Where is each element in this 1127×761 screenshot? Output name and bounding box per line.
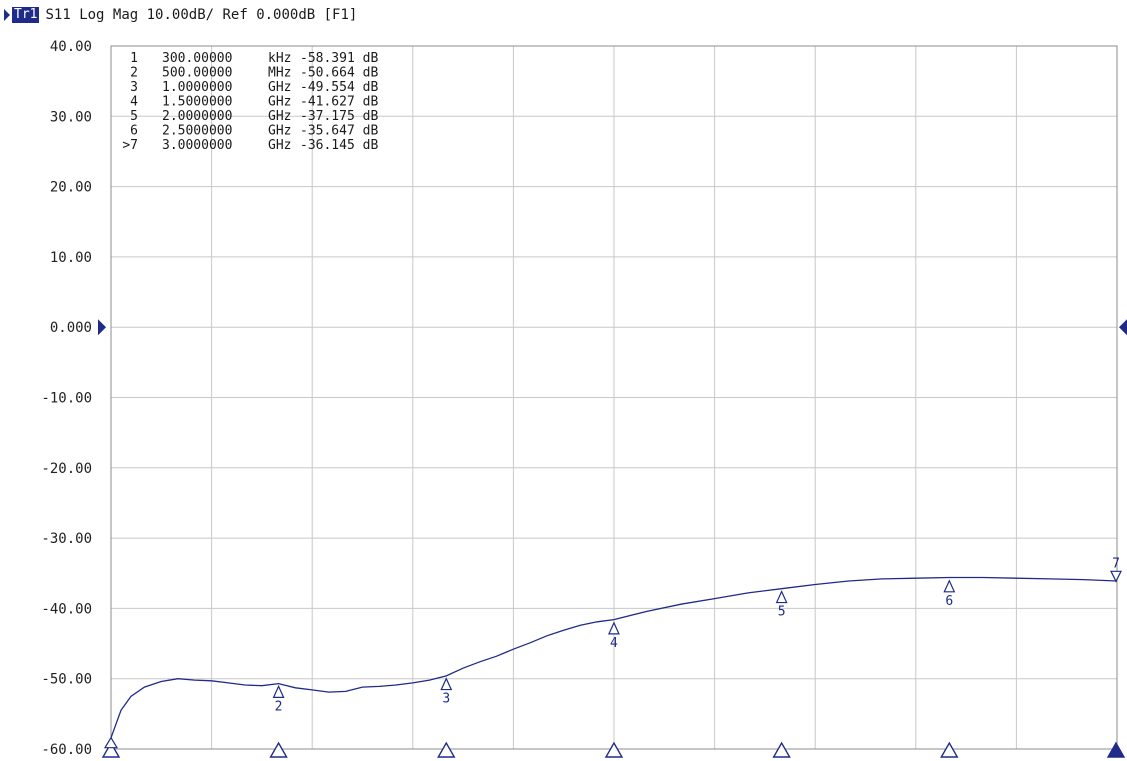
marker-table-unit: GHz bbox=[268, 109, 291, 124]
y-tick-label: -40.00 bbox=[41, 601, 92, 617]
marker-table-index: 3 bbox=[130, 80, 138, 95]
reference-level-arrow-left-icon bbox=[98, 319, 106, 336]
chart-grid bbox=[110, 45, 1118, 750]
marker-table-index: >7 bbox=[122, 138, 138, 153]
marker-table-value: -37.175 dB bbox=[300, 109, 378, 124]
marker-number-label: 5 bbox=[778, 605, 786, 620]
y-axis-tick-labels: 40.00 30.00 20.00 10.00 0.000 -10.00 -20.00 -30… bbox=[41, 39, 92, 758]
reference-level-arrow-right-icon bbox=[1119, 319, 1127, 336]
stimulus-marker-icon bbox=[772, 741, 791, 758]
marker-table-frequency: 300.00000 bbox=[162, 51, 232, 66]
marker-number-label: 6 bbox=[945, 594, 953, 609]
marker-table-value: -36.145 dB bbox=[300, 138, 378, 153]
marker-triangle-icon bbox=[272, 684, 285, 698]
trace-header: Tr1 S11 Log Mag 10.00dB/ Ref 0.000dB [F1… bbox=[4, 4, 357, 26]
y-tick-label: -50.00 bbox=[41, 672, 92, 688]
y-tick-label: 0.000 bbox=[50, 320, 92, 336]
y-tick-label: 20.00 bbox=[50, 180, 92, 196]
marker-table-value: -58.391 dB bbox=[300, 51, 378, 66]
marker-table-unit: GHz bbox=[268, 80, 291, 95]
marker-table-unit: GHz bbox=[268, 138, 291, 153]
stimulus-markers bbox=[101, 741, 1126, 758]
trace-markers: 2 3 4 5 6 7 bbox=[103, 556, 1122, 749]
marker-table-value: -41.627 dB bbox=[300, 95, 378, 110]
marker-table-frequency: 1.0000000 bbox=[162, 80, 232, 95]
marker-triangle-icon bbox=[1110, 570, 1122, 583]
marker-triangle-icon bbox=[440, 677, 453, 691]
marker-table-frequency: 3.0000000 bbox=[162, 138, 232, 153]
stimulus-marker-icon bbox=[269, 741, 288, 758]
s11-trace-line bbox=[110, 576, 1118, 739]
marker-table-frequency: 2.0000000 bbox=[162, 109, 232, 124]
y-tick-label: -20.00 bbox=[41, 461, 92, 477]
active-trace-arrow-icon bbox=[4, 9, 10, 21]
marker-number-label: 7 bbox=[1112, 556, 1120, 571]
marker-table-index: 2 bbox=[130, 66, 138, 81]
reference-arrows bbox=[98, 319, 1127, 336]
marker-table-value: -49.554 dB bbox=[300, 80, 378, 95]
stimulus-marker-icon bbox=[604, 741, 624, 758]
marker-table-index: 6 bbox=[130, 124, 138, 139]
marker-table-frequency: 1.5000000 bbox=[162, 95, 232, 110]
marker-table-unit: kHz bbox=[268, 51, 291, 66]
trace-badge[interactable]: Tr1 bbox=[12, 7, 40, 23]
y-tick-label: -30.00 bbox=[41, 531, 92, 547]
marker-table-frequency: 2.5000000 bbox=[162, 124, 232, 139]
marker-table-index: 5 bbox=[130, 109, 138, 124]
y-tick-label: -60.00 bbox=[41, 742, 92, 758]
marker-table-unit: GHz bbox=[268, 124, 291, 139]
y-tick-label: 40.00 bbox=[50, 39, 92, 55]
y-tick-label: -10.00 bbox=[41, 391, 92, 407]
marker-number-label: 3 bbox=[442, 692, 450, 707]
stimulus-marker-icon bbox=[437, 741, 456, 758]
marker-table: 1 300.00000 kHz -58.391 dB 2 500.00000 MHz -50.… bbox=[122, 51, 378, 153]
marker-table-value: -50.664 dB bbox=[300, 66, 378, 81]
marker-number-label: 2 bbox=[275, 699, 283, 714]
marker-table-index: 1 bbox=[130, 51, 138, 66]
trace-info: S11 Log Mag 10.00dB/ Ref 0.000dB [F1] bbox=[45, 7, 358, 23]
marker-table-frequency: 500.00000 bbox=[162, 66, 232, 81]
stimulus-marker-icon bbox=[1106, 741, 1126, 758]
stimulus-marker-icon bbox=[940, 741, 959, 758]
marker-triangle-icon bbox=[775, 590, 788, 604]
marker-triangle-icon bbox=[943, 579, 956, 593]
marker-triangle-icon bbox=[103, 736, 119, 749]
marker-table-value: -35.647 dB bbox=[300, 124, 378, 139]
y-tick-label: 30.00 bbox=[50, 109, 92, 125]
y-tick-label: 10.00 bbox=[50, 250, 92, 266]
marker-number-label: 4 bbox=[610, 636, 618, 651]
marker-table-index: 4 bbox=[130, 95, 138, 110]
marker-table-unit: GHz bbox=[268, 95, 291, 110]
stimulus-marker-icon bbox=[101, 741, 121, 758]
marker-table-unit: MHz bbox=[268, 66, 291, 81]
marker-triangle-icon bbox=[608, 621, 620, 635]
